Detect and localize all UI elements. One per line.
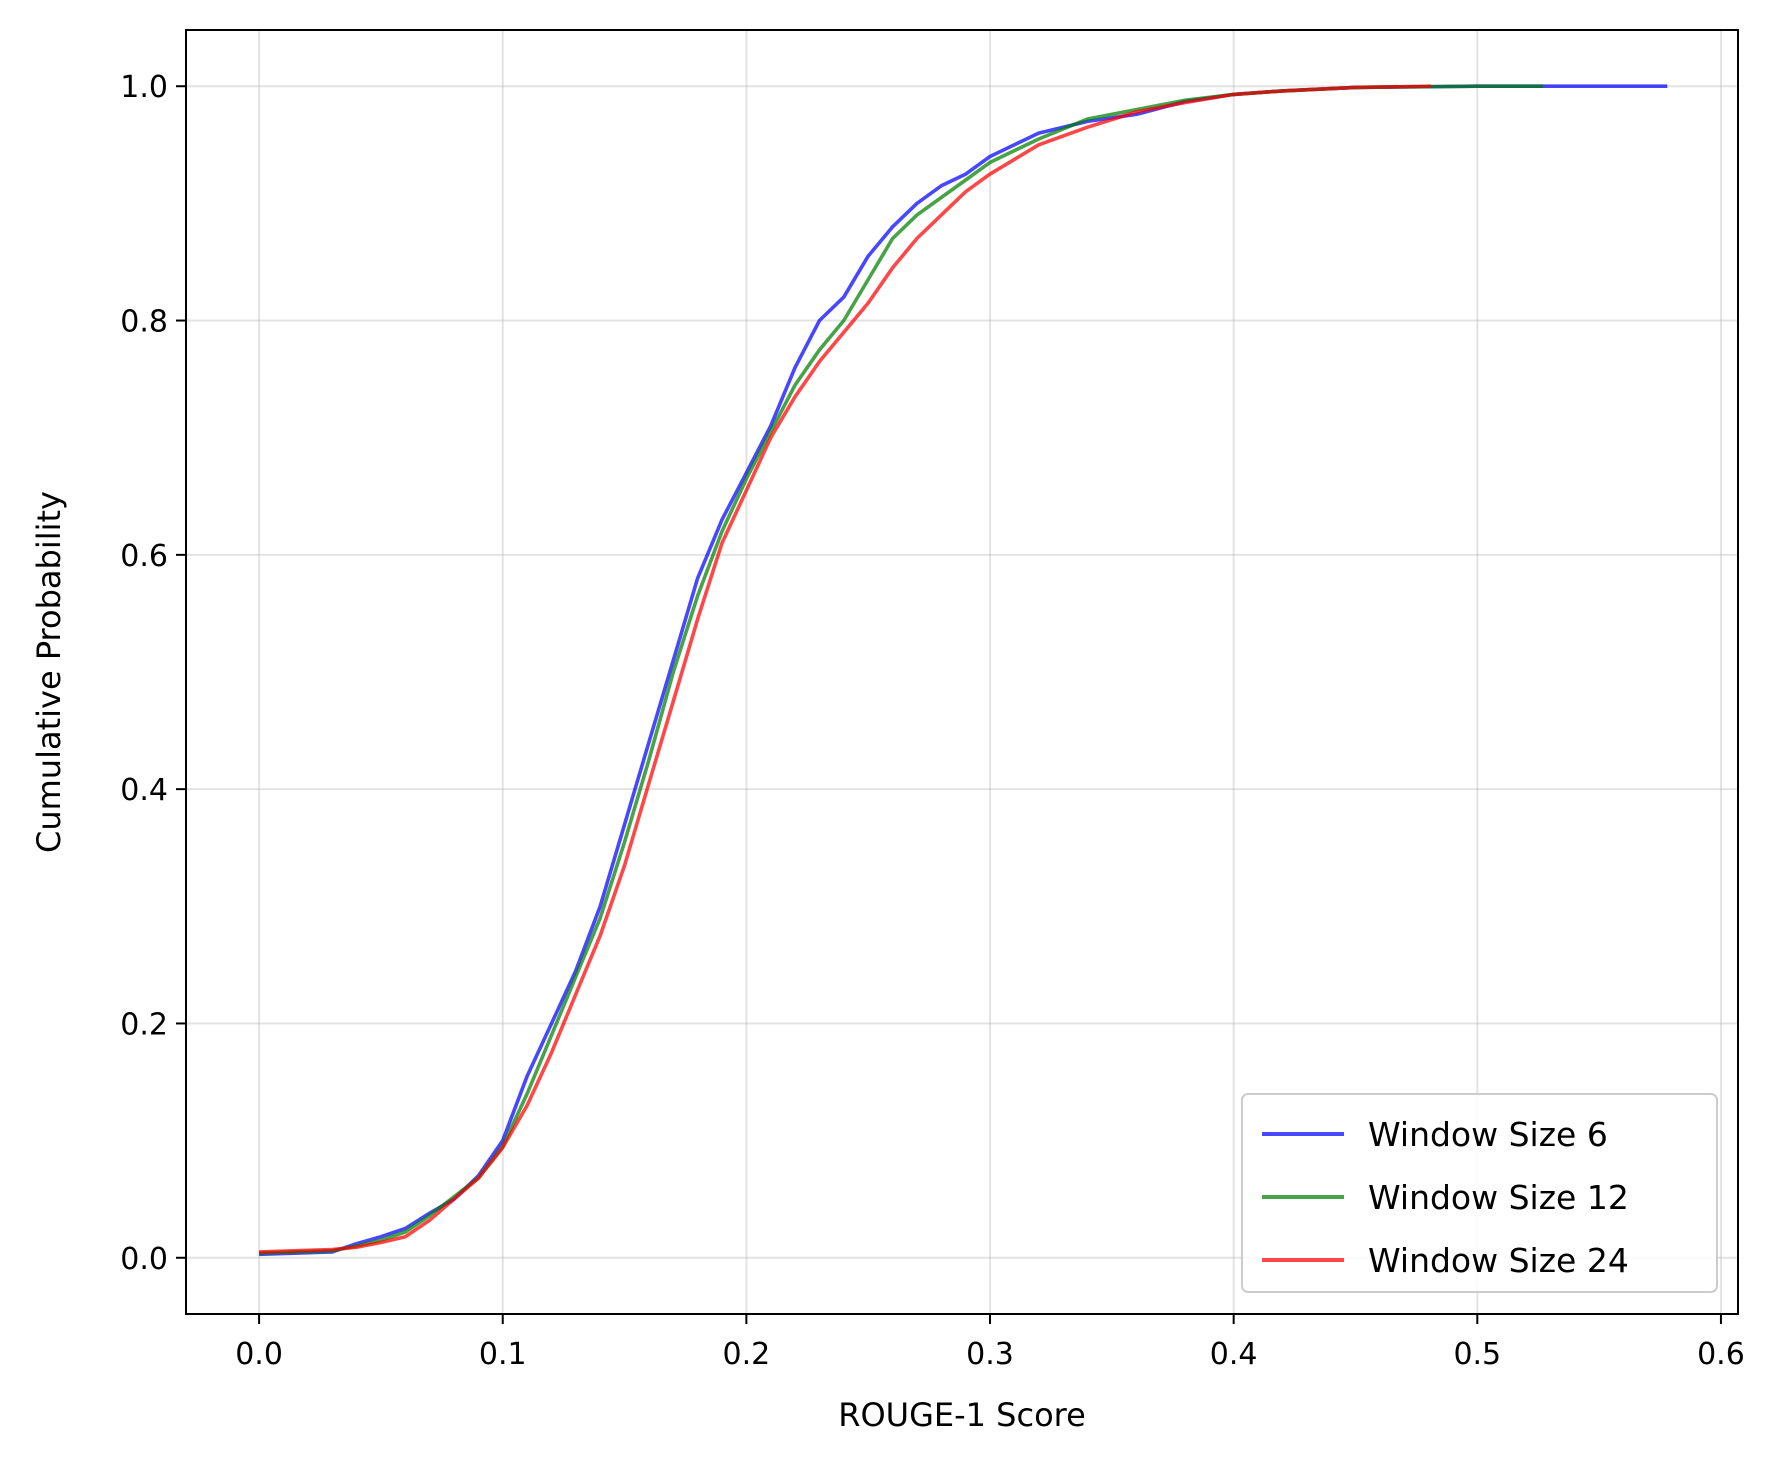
legend-label: Window Size 6 <box>1368 1115 1608 1154</box>
x-tick-label: 0.5 <box>1453 1337 1501 1372</box>
y-tick-label: 0.8 <box>120 305 168 340</box>
x-tick-label: 0.2 <box>723 1337 771 1372</box>
legend-label: Window Size 12 <box>1368 1178 1629 1217</box>
y-tick-label: 0.0 <box>120 1242 168 1277</box>
series-line-1 <box>259 84 1668 1257</box>
series-line-3 <box>259 84 1432 1254</box>
x-tick-label: 0.6 <box>1697 1337 1745 1372</box>
y-axis-title: Cumulative Probability <box>30 491 68 853</box>
y-tick-label: 0.4 <box>120 773 168 808</box>
y-tick-label: 0.6 <box>120 539 168 574</box>
x-axis-title: ROUGE-1 Score <box>838 1396 1086 1434</box>
plot-frame <box>185 29 1739 1315</box>
x-tick-label: 0.0 <box>235 1337 283 1372</box>
legend-box <box>1241 1093 1718 1293</box>
y-tick-label: 1.0 <box>120 70 168 105</box>
x-tick-label: 0.4 <box>1210 1337 1258 1372</box>
series-line-2 <box>259 84 1544 1255</box>
legend-label: Window Size 24 <box>1368 1241 1629 1280</box>
x-axis: 0.0 0.1 0.2 0.3 0.4 0.5 0.6 <box>235 1314 1745 1372</box>
x-tick-label: 0.1 <box>479 1337 527 1372</box>
series-group <box>259 84 1668 1257</box>
x-tick-label: 0.3 <box>966 1337 1014 1372</box>
y-tick-label: 0.2 <box>120 1007 168 1042</box>
y-axis: 0.0 0.2 0.4 0.6 0.8 1.0 <box>120 70 186 1277</box>
legend: Window Size 6 Window Size 12 Window Size 2… <box>1241 1093 1718 1293</box>
